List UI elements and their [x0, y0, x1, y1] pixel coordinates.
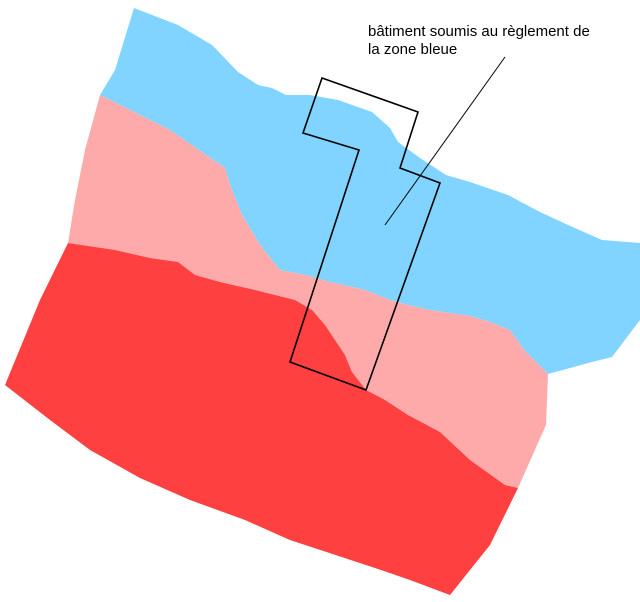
red-zone-area — [5, 243, 518, 595]
annotation-line-2: la zone bleue — [368, 41, 457, 58]
building-outline — [289, 76, 442, 392]
pink-zone-area — [68, 95, 548, 488]
annotation-leader-line — [384, 56, 506, 226]
blue-zone-area — [100, 8, 640, 374]
annotation-label: bâtiment soumis au règlement de la zone … — [368, 23, 594, 58]
annotation-line-1: bâtiment soumis au règlement de — [368, 23, 590, 40]
